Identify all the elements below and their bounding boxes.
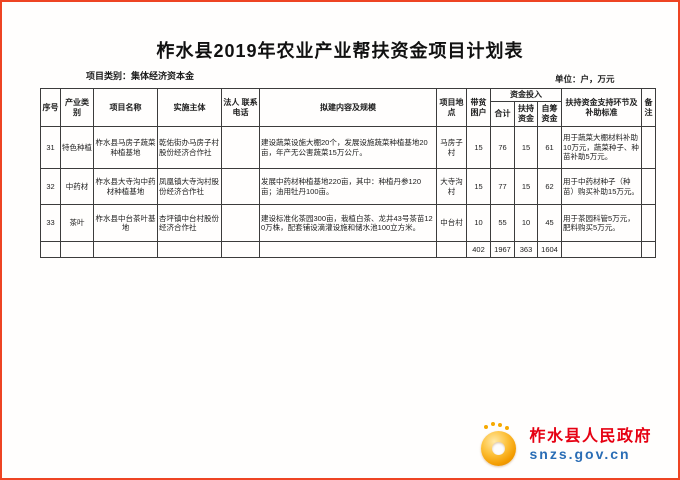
cell-remark	[641, 168, 657, 205]
totals-empty-industry	[60, 241, 94, 258]
page-title: 柞水县2019年农业产业帮扶资金项目计划表	[156, 41, 524, 61]
totals-row: 402 1967 363 1604	[40, 241, 657, 258]
col-header-support-detail: 扶持资金支持环节及补助标准	[561, 88, 643, 127]
cell-project-name: 柞水县大寺沟中药材种植基地	[93, 168, 158, 205]
cell-support-detail: 用于茶园科管5万元，肥料购买5万元。	[561, 204, 643, 242]
cell-implementer: 凤凰镇大寺沟村股份经济合作社	[157, 168, 222, 205]
table-row: 33 茶叶 柞水县中台茶叶基地 杏坪镇中台村股份经济合作社 建设标准化茶园300…	[40, 204, 657, 242]
cell-poor-households: 10	[466, 204, 491, 242]
cell-support-fund: 15	[514, 168, 538, 205]
cell-remark	[641, 126, 657, 169]
totals-empty-remark	[641, 241, 657, 258]
col-header-poor-households: 带贫困户	[466, 88, 491, 127]
cell-total: 55	[490, 204, 515, 242]
totals-empty-location	[436, 241, 467, 258]
col-header-self-fund: 自筹资金	[536, 101, 563, 127]
totals-support-fund: 363	[514, 241, 538, 258]
cell-location: 中台村	[436, 204, 467, 242]
cell-seq: 33	[40, 204, 61, 242]
logo-dot-icon	[505, 426, 510, 430]
col-header-legal-phone: 法人 联系电话	[221, 88, 260, 127]
cell-self-fund: 45	[536, 204, 563, 242]
cell-poor-households: 15	[466, 168, 491, 205]
col-header-location: 项目地点	[436, 88, 467, 127]
col-header-support-fund: 扶持资金	[514, 101, 538, 127]
col-header-remark: 备注	[641, 88, 657, 127]
cell-total: 77	[490, 168, 515, 205]
cell-support-fund: 15	[514, 126, 538, 169]
logo-dot-icon	[498, 423, 503, 427]
cell-poor-households: 15	[466, 126, 491, 169]
cell-implementer: 杏坪镇中台村股份经济合作社	[157, 204, 222, 242]
logo-dot-icon	[491, 422, 496, 426]
gov-name: 柞水县人民政府	[529, 427, 652, 445]
unit-label: 单位：户，万元	[555, 74, 615, 84]
cell-legal-phone	[221, 204, 260, 242]
col-header-content: 拟建内容及规模	[259, 88, 437, 127]
totals-empty-implementer	[157, 241, 222, 258]
project-category-label: 项目类别：集体经济资本金	[86, 71, 195, 81]
cell-self-fund: 61	[536, 126, 563, 169]
totals-total: 1967	[490, 241, 515, 258]
cell-content: 建设标准化茶园300亩，栽植白茶、龙井43号茶苗120万株，配套铺设滴灌设施和储…	[259, 204, 437, 242]
cell-support-detail: 用于蔬菜大棚材料补助10万元，蔬菜种子、种苗补助5万元。	[561, 126, 643, 169]
cell-project-name: 柞水县马房子蔬菜种植基地	[93, 126, 158, 169]
cell-project-name: 柞水县中台茶叶基地	[93, 204, 158, 242]
table-row: 31 特色种植 柞水县马房子蔬菜种植基地 乾佑街办马房子村股份经济合作社 建设蔬…	[40, 126, 657, 169]
cell-seq: 32	[40, 168, 61, 205]
gov-text-block: 柞水县人民政府 snzs.gov.cn	[529, 428, 652, 462]
totals-empty-seq	[40, 241, 61, 258]
logo-dot-icon	[484, 425, 489, 429]
cell-industry: 特色种植	[60, 126, 94, 169]
cell-support-fund: 10	[514, 204, 538, 242]
cell-legal-phone	[221, 168, 260, 205]
cell-location: 大寺沟村	[436, 168, 467, 205]
col-header-total: 合计	[490, 101, 515, 127]
cell-industry: 中药材	[60, 168, 94, 205]
cell-legal-phone	[221, 126, 260, 169]
totals-empty-legal-phone	[221, 241, 260, 258]
cell-remark	[641, 204, 657, 242]
cell-content: 建设蔬菜设施大棚20个，发展设施蔬菜种植基地20亩，年产无公害蔬菜15万公斤。	[259, 126, 437, 169]
gov-url: snzs.gov.cn	[529, 446, 631, 463]
col-header-project-name: 项目名称	[93, 88, 158, 127]
totals-empty-support-detail	[561, 241, 643, 258]
totals-empty-content	[259, 241, 437, 258]
cell-self-fund: 62	[536, 168, 563, 205]
cell-support-detail: 用于中药材种子（种苗）购买补助15万元。	[561, 168, 643, 205]
cell-content: 发展中药材种植基地220亩，其中：种植丹参120亩；油用牡丹100亩。	[259, 168, 437, 205]
cell-seq: 31	[40, 126, 61, 169]
fund-plan-table: 序号 产业类别 项目名称 实施主体 法人 联系电话 拟建内容及规模 项目地点 带…	[40, 88, 657, 258]
gov-logo-icon	[479, 422, 521, 468]
cell-total: 76	[490, 126, 515, 169]
totals-empty-project-name	[93, 241, 158, 258]
cell-implementer: 乾佑街办马房子村股份经济合作社	[157, 126, 222, 169]
col-header-industry: 产业类别	[60, 88, 94, 127]
cell-industry: 茶叶	[60, 204, 94, 242]
table-row: 32 中药材 柞水县大寺沟中药材种植基地 凤凰镇大寺沟村股份经济合作社 发展中药…	[40, 168, 657, 205]
gov-watermark: 柞水县人民政府 snzs.gov.cn	[479, 422, 652, 468]
totals-poor-households: 402	[466, 241, 491, 258]
totals-self-fund: 1604	[536, 241, 563, 258]
logo-hole-icon	[492, 442, 506, 455]
col-header-investment-group: 资金投入	[489, 88, 563, 102]
col-header-seq: 序号	[40, 88, 61, 127]
cell-location: 马房子村	[436, 126, 467, 169]
col-header-implementer: 实施主体	[157, 88, 222, 127]
